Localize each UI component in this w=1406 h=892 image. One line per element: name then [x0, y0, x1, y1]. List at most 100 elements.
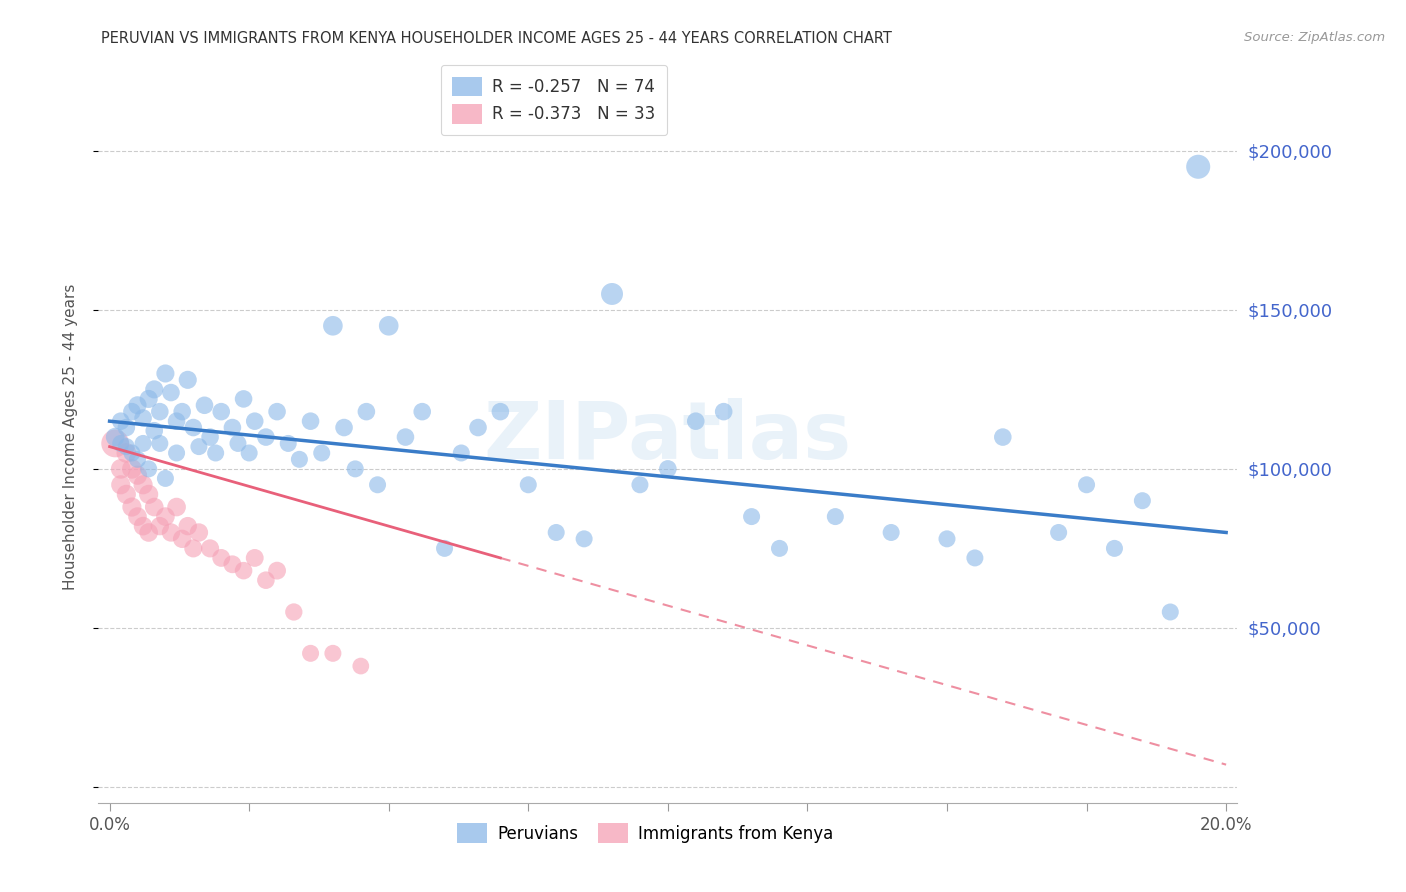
Point	[177, 373, 200, 387]
Point	[143, 424, 166, 438]
Point	[232, 392, 254, 406]
Point	[160, 385, 183, 400]
Point	[572, 532, 595, 546]
Point	[138, 487, 160, 501]
Point	[517, 477, 540, 491]
Point	[166, 414, 188, 428]
Text: PERUVIAN VS IMMIGRANTS FROM KENYA HOUSEHOLDER INCOME AGES 25 - 44 YEARS CORRELAT: PERUVIAN VS IMMIGRANTS FROM KENYA HOUSEH…	[101, 31, 893, 46]
Point	[1047, 525, 1070, 540]
Point	[166, 446, 188, 460]
Point	[467, 420, 489, 434]
Point	[936, 532, 959, 546]
Point	[277, 436, 299, 450]
Point	[311, 446, 333, 460]
Point	[127, 452, 149, 467]
Point	[193, 398, 215, 412]
Point	[741, 509, 763, 524]
Point	[963, 550, 986, 565]
Point	[121, 446, 143, 460]
Point	[155, 509, 177, 524]
Point	[110, 414, 132, 428]
Text: Source: ZipAtlas.com: Source: ZipAtlas.com	[1244, 31, 1385, 45]
Point	[350, 659, 373, 673]
Point	[254, 430, 277, 444]
Point	[209, 404, 232, 418]
Point	[132, 411, 155, 425]
Point	[266, 564, 288, 578]
Point	[880, 525, 903, 540]
Point	[377, 318, 399, 333]
Point	[322, 646, 344, 660]
Point	[160, 525, 183, 540]
Point	[110, 462, 132, 476]
Point	[110, 477, 132, 491]
Point	[121, 500, 143, 514]
Point	[288, 452, 311, 467]
Text: ZIPatlas: ZIPatlas	[484, 398, 852, 476]
Point	[299, 646, 322, 660]
Point	[127, 509, 149, 524]
Point	[127, 468, 149, 483]
Point	[132, 436, 155, 450]
Point	[657, 462, 679, 476]
Point	[138, 392, 160, 406]
Point	[824, 509, 846, 524]
Point	[138, 462, 160, 476]
Point	[221, 558, 243, 572]
Point	[713, 404, 735, 418]
Point	[155, 471, 177, 485]
Point	[187, 440, 209, 454]
Point	[600, 287, 623, 301]
Point	[209, 550, 232, 565]
Point	[121, 404, 143, 418]
Y-axis label: Householder Income Ages 25 - 44 years: Householder Income Ages 25 - 44 years	[63, 284, 77, 591]
Point	[1187, 160, 1209, 174]
Point	[149, 436, 172, 450]
Point	[149, 404, 172, 418]
Point	[183, 420, 205, 434]
Point	[226, 436, 249, 450]
Point	[143, 383, 166, 397]
Point	[104, 430, 127, 444]
Point	[1159, 605, 1181, 619]
Point	[115, 487, 138, 501]
Point	[172, 532, 194, 546]
Point	[115, 440, 138, 454]
Point	[489, 404, 512, 418]
Point	[177, 519, 200, 533]
Point	[299, 414, 322, 428]
Point	[685, 414, 707, 428]
Point	[344, 462, 367, 476]
Point	[394, 430, 416, 444]
Point	[238, 446, 260, 460]
Point	[115, 420, 138, 434]
Point	[143, 500, 166, 514]
Point	[221, 420, 243, 434]
Point	[243, 414, 266, 428]
Point	[1104, 541, 1126, 556]
Legend: Peruvians, Immigrants from Kenya: Peruvians, Immigrants from Kenya	[450, 817, 839, 849]
Point	[254, 573, 277, 587]
Point	[198, 430, 221, 444]
Point	[768, 541, 790, 556]
Point	[356, 404, 378, 418]
Point	[283, 605, 305, 619]
Point	[1130, 493, 1153, 508]
Point	[110, 436, 132, 450]
Point	[115, 446, 138, 460]
Point	[333, 420, 356, 434]
Point	[104, 436, 127, 450]
Point	[546, 525, 568, 540]
Point	[198, 541, 221, 556]
Point	[127, 398, 149, 412]
Point	[628, 477, 651, 491]
Point	[1076, 477, 1098, 491]
Point	[450, 446, 472, 460]
Point	[132, 519, 155, 533]
Point	[183, 541, 205, 556]
Point	[204, 446, 226, 460]
Point	[991, 430, 1014, 444]
Point	[367, 477, 389, 491]
Point	[243, 550, 266, 565]
Point	[232, 564, 254, 578]
